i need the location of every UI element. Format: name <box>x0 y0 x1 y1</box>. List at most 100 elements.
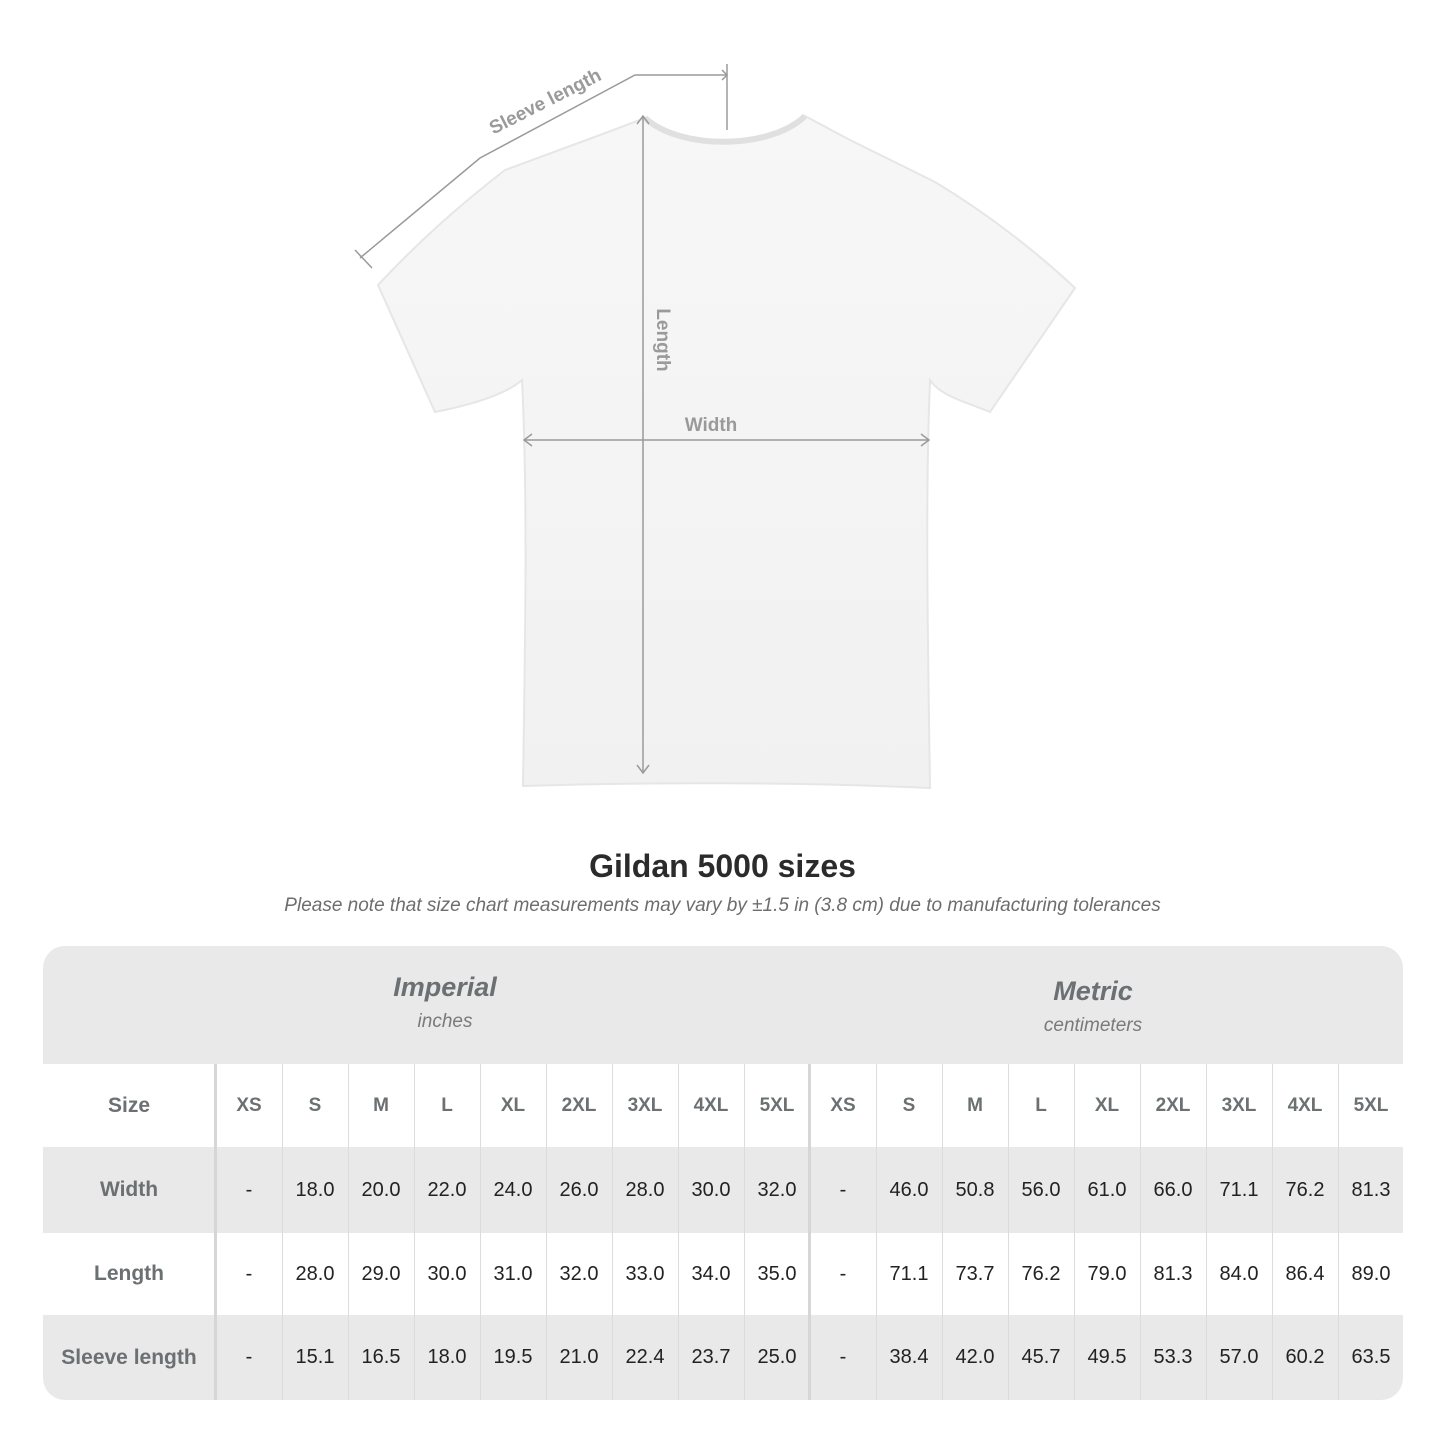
sleeve-length-arrow <box>354 64 729 269</box>
metric-value-cell: 76.2 <box>1285 1178 1325 1201</box>
imperial-value-cell: 20.0 <box>361 1178 401 1201</box>
imperial-value-cell: 30.0 <box>691 1178 731 1201</box>
imperial-value-cell: 26.0 <box>559 1178 599 1201</box>
column-divider <box>942 1064 943 1400</box>
length-arrow <box>636 114 650 775</box>
width-arrow <box>522 433 931 447</box>
metric-value-cell: 42.0 <box>955 1346 995 1368</box>
imperial-size-header: 5XL <box>759 1094 795 1116</box>
row-label: Width <box>99 1178 159 1201</box>
imperial-value-cell: 24.0 <box>493 1178 533 1201</box>
size-table: Imperial inches Metric centimeters Size X… <box>43 946 1403 1400</box>
size-header-label: Size <box>107 1093 151 1117</box>
metric-value-cell: 71.1 <box>1219 1178 1259 1201</box>
tolerance-note: Please note that size chart measurements… <box>284 895 1161 916</box>
imperial-value-cell: 18.0 <box>295 1178 335 1201</box>
imperial-value-cell: 33.0 <box>625 1262 665 1285</box>
metric-header: Metric centimeters <box>863 976 1323 1037</box>
imperial-value-cell: 16.5 <box>361 1346 401 1368</box>
column-divider <box>1074 1064 1075 1400</box>
metric-value-cell: 38.4 <box>889 1346 929 1368</box>
imperial-value-cell: 32.0 <box>559 1262 599 1285</box>
column-divider <box>414 1064 415 1400</box>
imperial-value-cell: 21.0 <box>559 1346 599 1368</box>
metric-value-cell: 53.3 <box>1153 1346 1193 1368</box>
metric-value-cell: 49.5 <box>1087 1346 1127 1368</box>
row-label: Sleeve length <box>61 1345 197 1369</box>
row-band <box>43 1315 1403 1400</box>
width-label: Width <box>685 415 738 436</box>
column-divider <box>1272 1064 1273 1400</box>
row-band <box>43 1147 1403 1233</box>
sleeve-length-label: Sleeve length <box>486 65 605 139</box>
imperial-value-cell: 35.0 <box>757 1262 797 1285</box>
column-divider <box>1140 1064 1141 1400</box>
metric-value-cell: 61.0 <box>1087 1178 1127 1201</box>
column-divider <box>876 1064 877 1400</box>
imperial-value-cell: 22.0 <box>427 1178 467 1201</box>
imperial-size-header: 3XL <box>627 1094 663 1116</box>
imperial-value-cell: 31.0 <box>493 1262 533 1285</box>
page-title: Gildan 5000 sizes <box>589 848 856 884</box>
column-divider <box>678 1064 679 1400</box>
metric-size-header: S <box>902 1094 916 1116</box>
metric-value-cell: 89.0 <box>1351 1262 1391 1285</box>
row-label: Length <box>94 1262 164 1285</box>
imperial-size-header: 4XL <box>693 1094 729 1116</box>
column-divider <box>1338 1064 1339 1400</box>
imperial-size-header: 2XL <box>561 1094 597 1116</box>
imperial-value-cell: 18.0 <box>427 1346 467 1368</box>
metric-value-cell: - <box>839 1262 847 1285</box>
metric-value-cell: 79.0 <box>1087 1262 1127 1285</box>
metric-size-header: 2XL <box>1155 1094 1191 1116</box>
imperial-value-cell: 28.0 <box>625 1178 665 1201</box>
imperial-title: Imperial <box>393 972 497 1002</box>
imperial-size-header: XS <box>236 1094 262 1116</box>
imperial-value-cell: 19.5 <box>493 1346 533 1368</box>
column-divider <box>744 1064 745 1400</box>
imperial-header: Imperial inches <box>215 972 675 1033</box>
imperial-size-header: M <box>373 1094 389 1116</box>
imperial-value-cell: 25.0 <box>757 1346 797 1368</box>
column-divider <box>480 1064 481 1400</box>
metric-size-header: 3XL <box>1221 1094 1257 1116</box>
tshirt-collar <box>642 113 808 145</box>
imperial-size-header: S <box>308 1094 322 1116</box>
imperial-unit: inches <box>417 1011 473 1032</box>
header-band <box>43 946 1403 1064</box>
tshirt-shape <box>376 114 1077 790</box>
column-divider <box>1206 1064 1207 1400</box>
imperial-value-cell: 22.4 <box>625 1346 665 1368</box>
imperial-value-cell: 28.0 <box>295 1262 335 1285</box>
imperial-value-cell: 32.0 <box>757 1178 797 1201</box>
metric-value-cell: 46.0 <box>889 1178 929 1201</box>
imperial-value-cell: 30.0 <box>427 1262 467 1285</box>
metric-value-cell: 84.0 <box>1219 1262 1259 1285</box>
imperial-value-cell: 15.1 <box>295 1346 335 1368</box>
column-divider <box>348 1064 349 1400</box>
metric-value-cell: 66.0 <box>1153 1178 1193 1201</box>
imperial-value-cell: - <box>245 1178 253 1201</box>
imperial-value-cell: - <box>245 1262 253 1285</box>
metric-size-header: XS <box>830 1094 856 1116</box>
metric-size-header: 5XL <box>1353 1094 1389 1116</box>
imperial-value-cell: 29.0 <box>361 1262 401 1285</box>
metric-value-cell: 86.4 <box>1285 1262 1325 1285</box>
column-divider <box>282 1064 283 1400</box>
column-divider <box>808 1064 811 1400</box>
metric-size-header: XL <box>1094 1094 1120 1116</box>
metric-value-cell: 63.5 <box>1351 1346 1391 1368</box>
metric-size-header: 4XL <box>1287 1094 1323 1116</box>
metric-unit: centimeters <box>1043 1015 1143 1036</box>
imperial-value-cell: 23.7 <box>691 1346 731 1368</box>
metric-value-cell: - <box>839 1346 847 1368</box>
metric-value-cell: 76.2 <box>1021 1262 1061 1285</box>
tshirt-diagram: Sleeve length Length Width <box>354 64 1077 790</box>
column-divider <box>1008 1064 1009 1400</box>
imperial-value-cell: 34.0 <box>691 1262 731 1285</box>
metric-value-cell: 73.7 <box>955 1262 995 1285</box>
metric-size-header: M <box>967 1094 983 1116</box>
metric-value-cell: 50.8 <box>955 1178 995 1201</box>
column-divider <box>612 1064 613 1400</box>
metric-value-cell: 71.1 <box>889 1262 929 1285</box>
